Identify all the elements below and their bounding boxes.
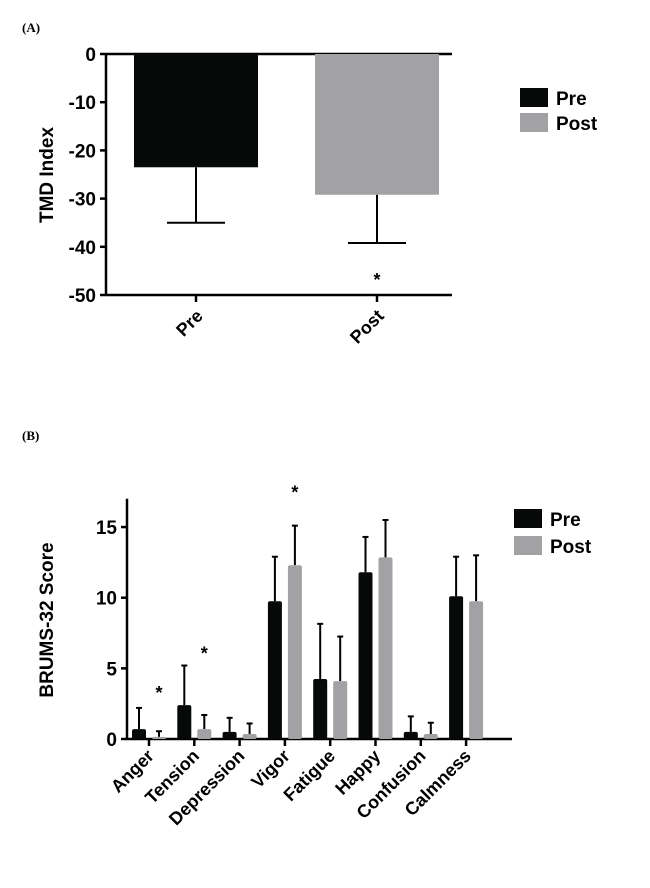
bar-pre-vigor bbox=[267, 601, 282, 739]
y-tick-label: -10 bbox=[69, 93, 96, 114]
bar-pre-anger bbox=[132, 729, 146, 739]
y-axis-label: BRUMS-32 Score bbox=[37, 542, 58, 697]
y-tick-label: 10 bbox=[96, 589, 117, 610]
y-tick-label: -40 bbox=[69, 238, 96, 259]
bar-pre-happy bbox=[358, 572, 373, 739]
legend-label: Pre bbox=[556, 89, 587, 110]
legend-label: Post bbox=[556, 114, 598, 135]
y-tick-label: -20 bbox=[69, 141, 96, 162]
legend-swatch bbox=[514, 509, 542, 528]
bar-post-fatigue bbox=[333, 681, 348, 739]
legend-swatch bbox=[520, 113, 548, 132]
bar-post-calmness bbox=[469, 601, 484, 739]
significance-marker: * bbox=[155, 683, 162, 703]
x-tick-label: Post bbox=[346, 306, 388, 348]
bar-post-tension bbox=[197, 729, 212, 739]
bar-pre-tension bbox=[177, 705, 192, 739]
bar-pre-depression bbox=[222, 731, 237, 739]
legend-label: Pre bbox=[550, 510, 581, 531]
panel-label: (B) bbox=[22, 428, 39, 443]
y-tick-label: 0 bbox=[85, 45, 96, 66]
y-tick-label: 0 bbox=[106, 730, 117, 751]
legend-swatch bbox=[514, 536, 542, 555]
y-tick-label: -50 bbox=[69, 286, 96, 307]
bar-post bbox=[315, 54, 439, 195]
bar-pre-fatigue bbox=[313, 678, 328, 739]
bar-pre-calmness bbox=[449, 596, 464, 739]
bar-post-depression bbox=[242, 734, 257, 739]
bar-pre bbox=[134, 54, 258, 168]
significance-marker: * bbox=[201, 643, 208, 663]
y-tick-label: -30 bbox=[69, 190, 96, 211]
y-tick-label: 5 bbox=[106, 659, 117, 680]
x-tick-label: Fatigue bbox=[280, 746, 339, 805]
y-axis-label: TMD Index bbox=[37, 127, 58, 223]
bar-post-anger bbox=[152, 736, 166, 739]
y-tick-label: 15 bbox=[96, 518, 118, 539]
bar-post-confusion bbox=[423, 734, 438, 739]
legend-swatch bbox=[520, 88, 548, 107]
legend-label: Post bbox=[550, 537, 592, 558]
significance-marker: * bbox=[291, 482, 298, 502]
bar-post-happy bbox=[378, 557, 393, 739]
significance-marker: * bbox=[373, 270, 380, 290]
bar-pre-confusion bbox=[403, 731, 418, 739]
x-tick-label: Pre bbox=[172, 306, 207, 341]
panel-label: (A) bbox=[22, 20, 40, 35]
bar-post-vigor bbox=[287, 565, 302, 739]
